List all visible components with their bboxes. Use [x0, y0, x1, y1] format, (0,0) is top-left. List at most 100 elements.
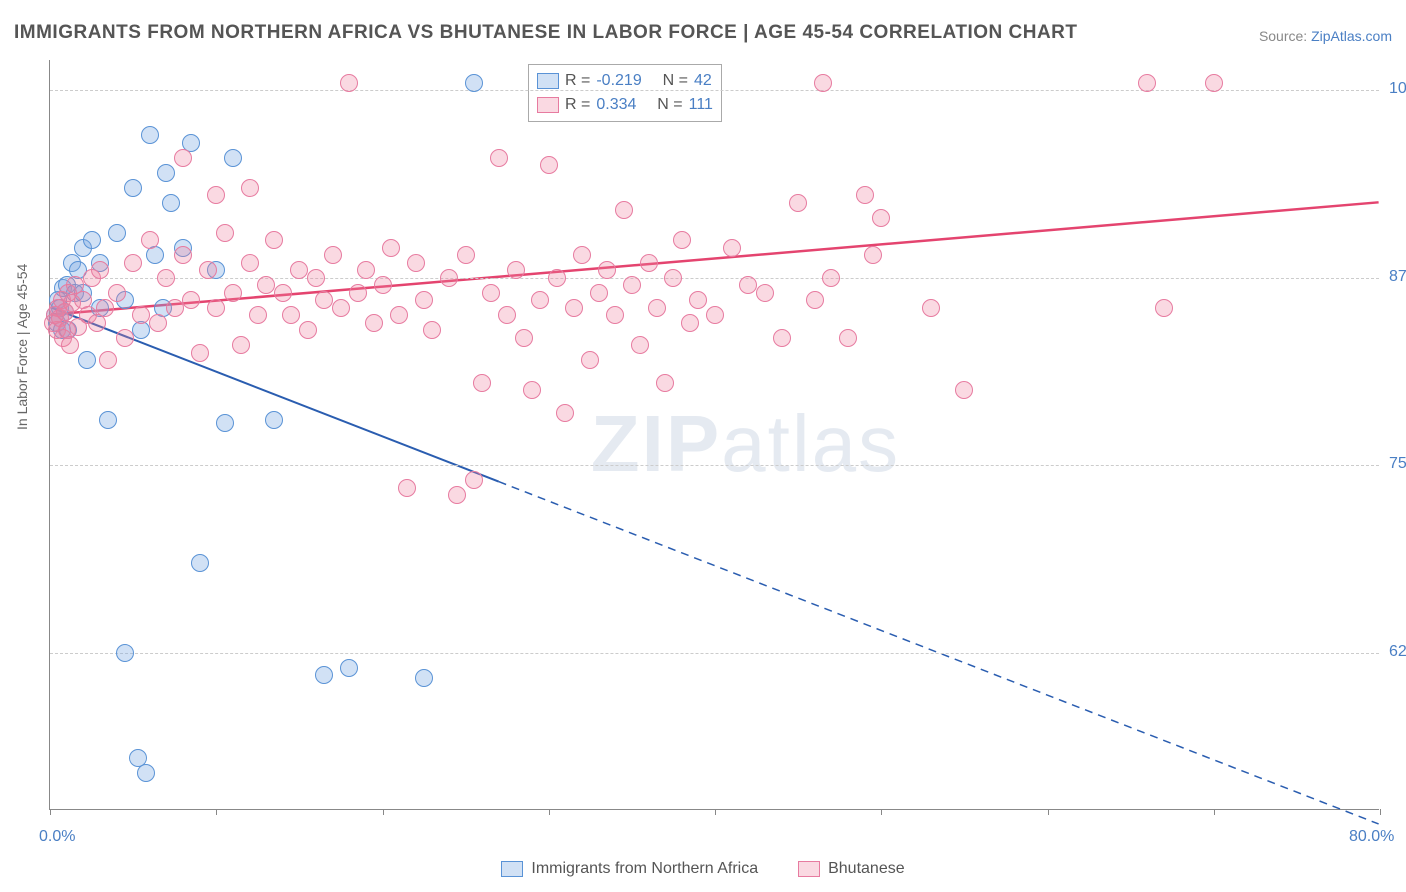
- data-point-pink: [723, 239, 741, 257]
- data-point-pink: [648, 299, 666, 317]
- tick-bottom: [383, 809, 384, 815]
- data-point-pink: [498, 306, 516, 324]
- tick-bottom: [216, 809, 217, 815]
- data-point-blue: [216, 414, 234, 432]
- tick-bottom: [881, 809, 882, 815]
- data-point-pink: [482, 284, 500, 302]
- data-point-pink: [423, 321, 441, 339]
- data-point-pink: [756, 284, 774, 302]
- data-point-blue: [124, 179, 142, 197]
- data-point-blue: [157, 164, 175, 182]
- data-point-pink: [640, 254, 658, 272]
- data-point-blue: [137, 764, 155, 782]
- data-point-pink: [540, 156, 558, 174]
- data-point-pink: [332, 299, 350, 317]
- data-point-pink: [814, 74, 832, 92]
- data-point-pink: [99, 351, 117, 369]
- data-point-pink: [307, 269, 325, 287]
- data-point-pink: [955, 381, 973, 399]
- bottom-legend: Immigrants from Northern Africa Bhutanes…: [0, 860, 1406, 878]
- data-point-pink: [132, 306, 150, 324]
- legend-label-pink: Bhutanese: [828, 860, 905, 878]
- y-tick-label: 100.0%: [1389, 80, 1406, 98]
- data-point-blue: [415, 669, 433, 687]
- data-point-pink: [856, 186, 874, 204]
- data-point-pink: [199, 261, 217, 279]
- data-point-pink: [224, 284, 242, 302]
- data-point-blue: [465, 74, 483, 92]
- n-value-pink: 111: [689, 93, 713, 117]
- data-point-pink: [407, 254, 425, 272]
- r-label: R =: [565, 93, 590, 117]
- r-value-pink: 0.334: [596, 93, 636, 117]
- data-point-pink: [523, 381, 541, 399]
- data-point-pink: [174, 149, 192, 167]
- gridline-h: [50, 278, 1379, 279]
- data-point-blue: [83, 231, 101, 249]
- data-point-blue: [162, 194, 180, 212]
- data-point-pink: [664, 269, 682, 287]
- chart-container: IMMIGRANTS FROM NORTHERN AFRICA VS BHUTA…: [0, 0, 1406, 892]
- x-tick-label: 0.0%: [39, 828, 75, 846]
- data-point-pink: [739, 276, 757, 294]
- data-point-pink: [116, 329, 134, 347]
- tick-bottom: [1048, 809, 1049, 815]
- data-point-pink: [96, 299, 114, 317]
- data-point-pink: [374, 276, 392, 294]
- data-point-pink: [415, 291, 433, 309]
- data-point-pink: [548, 269, 566, 287]
- data-point-pink: [457, 246, 475, 264]
- data-point-blue: [191, 554, 209, 572]
- data-point-pink: [216, 224, 234, 242]
- data-point-pink: [490, 149, 508, 167]
- trend-lines: [50, 60, 1379, 809]
- data-point-pink: [315, 291, 333, 309]
- data-point-pink: [864, 246, 882, 264]
- tick-bottom: [549, 809, 550, 815]
- data-point-pink: [61, 336, 79, 354]
- swatch-blue: [537, 73, 559, 89]
- data-point-blue: [340, 659, 358, 677]
- tick-bottom: [1214, 809, 1215, 815]
- tick-bottom: [715, 809, 716, 815]
- data-point-pink: [91, 261, 109, 279]
- data-point-pink: [872, 209, 890, 227]
- swatch-pink: [537, 97, 559, 113]
- data-point-pink: [615, 201, 633, 219]
- data-point-pink: [1138, 74, 1156, 92]
- data-point-pink: [182, 291, 200, 309]
- data-point-pink: [274, 284, 292, 302]
- data-point-pink: [507, 261, 525, 279]
- y-tick-label: 62.5%: [1389, 643, 1406, 661]
- data-point-pink: [565, 299, 583, 317]
- data-point-pink: [324, 246, 342, 264]
- gridline-h: [50, 90, 1379, 91]
- data-point-pink: [290, 261, 308, 279]
- data-point-pink: [581, 351, 599, 369]
- data-point-pink: [473, 374, 491, 392]
- data-point-pink: [340, 74, 358, 92]
- data-point-blue: [108, 224, 126, 242]
- source-link[interactable]: ZipAtlas.com: [1311, 28, 1392, 44]
- data-point-pink: [440, 269, 458, 287]
- data-point-blue: [141, 126, 159, 144]
- data-point-pink: [922, 299, 940, 317]
- data-point-pink: [141, 231, 159, 249]
- data-point-pink: [673, 231, 691, 249]
- data-point-pink: [773, 329, 791, 347]
- data-point-pink: [623, 276, 641, 294]
- data-point-pink: [365, 314, 383, 332]
- y-tick-label: 87.5%: [1389, 268, 1406, 286]
- data-point-pink: [207, 186, 225, 204]
- stats-row-pink: R = 0.334 N = 111: [537, 93, 713, 117]
- data-point-pink: [382, 239, 400, 257]
- data-point-blue: [116, 644, 134, 662]
- data-point-pink: [606, 306, 624, 324]
- data-point-pink: [806, 291, 824, 309]
- gridline-h: [50, 653, 1379, 654]
- data-point-pink: [631, 336, 649, 354]
- swatch-pink: [798, 861, 820, 877]
- legend-label-blue: Immigrants from Northern Africa: [531, 860, 758, 878]
- data-point-pink: [656, 374, 674, 392]
- x-tick-label: 80.0%: [1349, 828, 1394, 846]
